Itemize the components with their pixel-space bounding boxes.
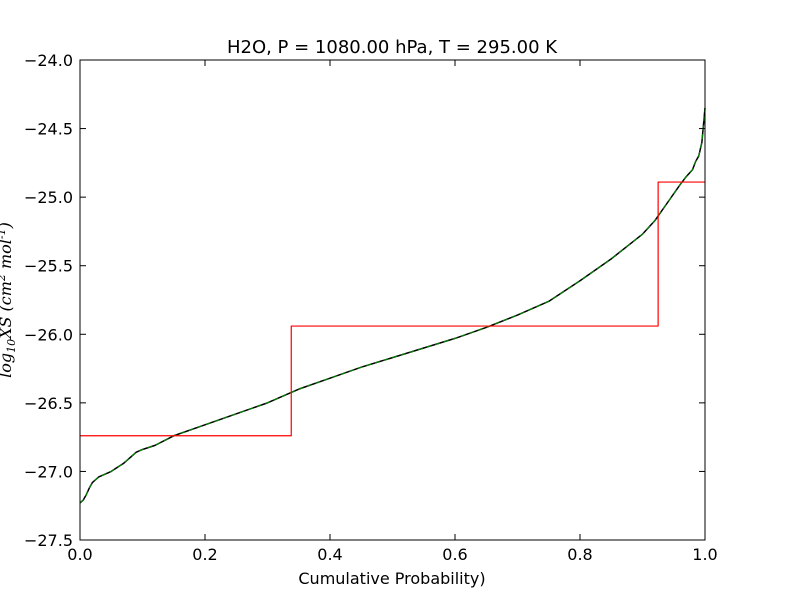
y-tick-label: −25.0	[24, 188, 73, 207]
x-tick-label: 0.0	[67, 545, 92, 564]
y-tick-label: −26.0	[24, 325, 73, 344]
y-tick-label: −26.5	[24, 394, 73, 413]
y-label-log: log	[0, 353, 15, 378]
chart-title: H2O, P = 1080.00 hPa, T = 295.00 K	[227, 37, 558, 58]
x-tick-label: 0.6	[442, 545, 467, 564]
plot-area	[79, 59, 706, 541]
y-label-mid2: mol	[0, 239, 15, 274]
y-label-sup2: -1	[0, 228, 8, 239]
y-label-sup1: 2	[0, 274, 8, 282]
x-axis-label: Cumulative Probability)	[298, 569, 485, 588]
x-tick-label: 0.8	[567, 545, 592, 564]
y-axis-ticks: −24.0 −24.5 −25.0 −25.5 −26.0 −26.5 −27.0 −27.5	[24, 51, 705, 550]
series-layer	[79, 107, 706, 504]
y-axis-label: log10XS (cm2 mol-1)	[0, 222, 18, 378]
y-tick-label: −24.5	[24, 120, 73, 139]
y-label-sub: 10	[5, 339, 18, 353]
y-label-end: )	[0, 222, 15, 229]
y-tick-label: −27.5	[24, 531, 73, 550]
y-tick-label: −25.5	[24, 257, 73, 276]
y-tick-label: −27.0	[24, 462, 73, 481]
x-tick-label: 1.0	[692, 545, 717, 564]
series-2-step-line	[80, 181, 705, 437]
y-label-mid: XS (cm	[0, 281, 15, 341]
x-tick-label: 0.2	[192, 545, 217, 564]
series-1-dashed-line	[79, 107, 706, 504]
x-axis-ticks: 0.0 0.2 0.4 0.6 0.8 1.0	[67, 60, 718, 564]
x-tick-label: 0.4	[317, 545, 342, 564]
y-tick-label: −24.0	[24, 51, 73, 70]
plot-frame	[79, 59, 706, 541]
